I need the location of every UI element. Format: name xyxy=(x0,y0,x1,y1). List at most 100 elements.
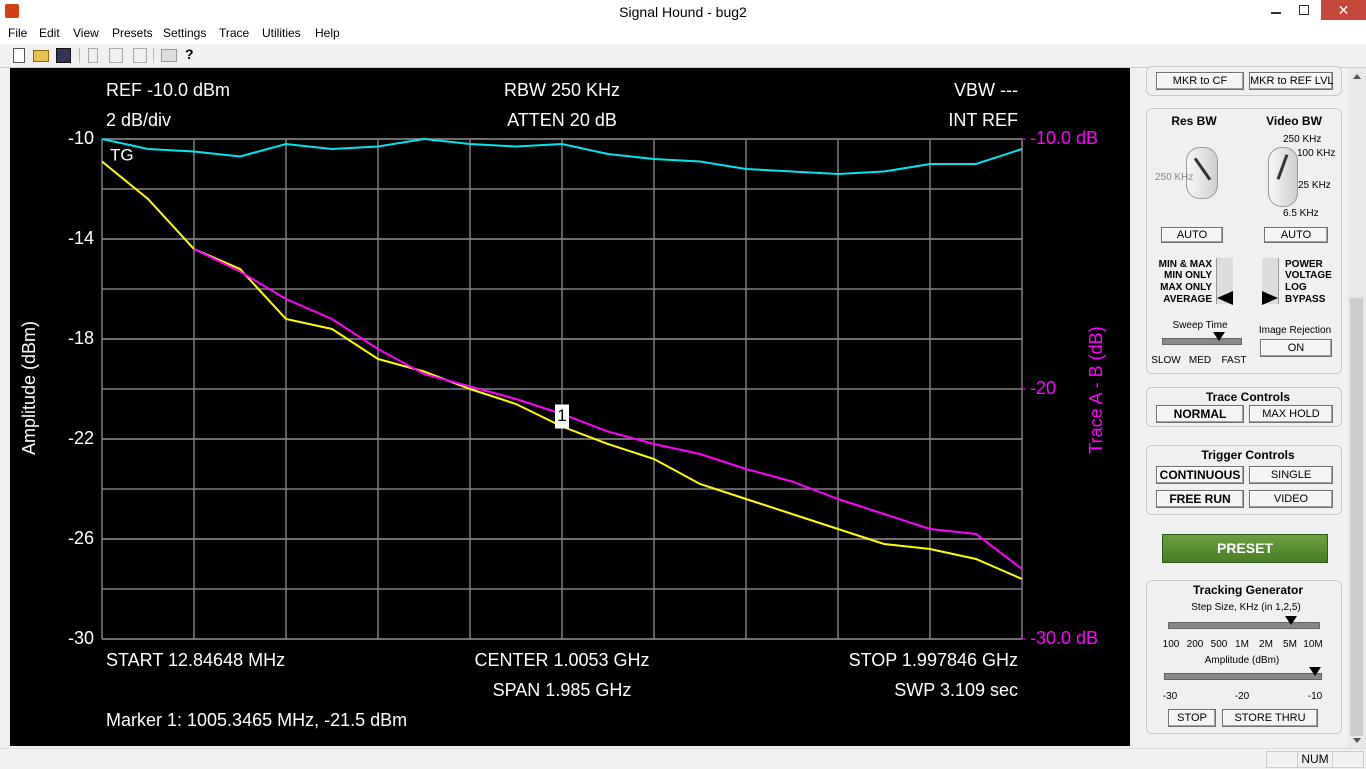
print-icon[interactable] xyxy=(161,49,177,62)
y-tick-label: -18 xyxy=(68,328,94,348)
y2-tick-label: -20 xyxy=(1030,378,1056,398)
continuous-button[interactable]: CONTINUOUS xyxy=(1156,466,1244,484)
tracking-generator-group xyxy=(1146,580,1342,734)
image-rejection-button[interactable]: ON xyxy=(1260,339,1332,357)
sweep-time-label: FAST xyxy=(1221,355,1247,366)
vbw: VBW --- xyxy=(954,80,1018,100)
app-icon xyxy=(5,4,19,18)
res-bw-auto-button[interactable]: AUTO xyxy=(1161,227,1223,243)
step-size-label: Step Size, KHz (in 1,2,5) xyxy=(1191,602,1301,613)
scrollbar[interactable] xyxy=(1348,68,1366,748)
center-freq: CENTER 1.0053 GHz xyxy=(474,650,649,670)
y-tick-label: -10 xyxy=(68,128,94,148)
y2-axis-label: Trace A - B (dB) xyxy=(1086,326,1106,453)
video-bw-label: 250 KHz xyxy=(1283,134,1322,145)
free-run-button[interactable]: FREE RUN xyxy=(1156,490,1244,508)
amplitude-label: Amplitude (dBm) xyxy=(1204,655,1280,666)
menu-item[interactable]: File xyxy=(8,26,28,40)
menu-item[interactable]: Settings xyxy=(163,26,207,40)
normal-button[interactable]: NORMAL xyxy=(1156,405,1244,423)
marker-label: 1 xyxy=(557,406,566,425)
y-axis-label: Amplitude (dBm) xyxy=(19,321,39,455)
step-size-slider[interactable] xyxy=(1168,616,1320,629)
units-option[interactable]: POWER xyxy=(1285,259,1323,270)
trigger-controls-title: Trigger Controls xyxy=(1201,448,1295,462)
single-button[interactable]: SINGLE xyxy=(1249,466,1333,484)
span: SPAN 1.985 GHz xyxy=(493,680,632,700)
detector-option[interactable]: MIN ONLY xyxy=(1164,270,1212,281)
detector-option[interactable]: AVERAGE xyxy=(1163,294,1212,305)
video-bw-label: 25 KHz xyxy=(1298,180,1331,191)
close-button[interactable]: ✕ xyxy=(1321,0,1366,20)
scale: 2 dB/div xyxy=(106,110,171,130)
detector-slider[interactable] xyxy=(1216,258,1233,305)
sweep-time: SWP 3.109 sec xyxy=(894,680,1018,700)
mkr-to-cf-button[interactable]: MKR to CF xyxy=(1156,72,1244,90)
res-bw-dial[interactable] xyxy=(1186,147,1218,199)
rbw: RBW 250 KHz xyxy=(504,80,620,100)
step-size-tick: 200 xyxy=(1186,639,1204,650)
trace xyxy=(101,137,1023,176)
image-rejection-title: Image Rejection xyxy=(1258,325,1332,336)
detector-option[interactable]: MAX ONLY xyxy=(1160,282,1212,293)
title-bar: Signal Hound - bug2 ✕ xyxy=(0,0,1366,22)
video-bw-dial[interactable] xyxy=(1268,147,1298,207)
step-size-tick: 500 xyxy=(1210,639,1228,650)
step-size-tick: 2M xyxy=(1259,639,1273,650)
video-button[interactable]: VIDEO xyxy=(1249,490,1333,508)
cut-icon[interactable] xyxy=(88,48,98,63)
video-bw-label: 6.5 KHz xyxy=(1283,208,1319,219)
menu-item[interactable]: Help xyxy=(315,26,340,40)
menu-item[interactable]: Edit xyxy=(39,26,60,40)
new-icon[interactable] xyxy=(13,48,25,63)
minimize-button[interactable] xyxy=(1262,0,1290,20)
amplitude-tick: -30 xyxy=(1162,691,1178,702)
paste-icon[interactable] xyxy=(133,48,147,63)
copy-icon[interactable] xyxy=(109,48,123,63)
step-size-tick: 5M xyxy=(1283,639,1297,650)
step-size-tick: 1M xyxy=(1235,639,1249,650)
step-size-tick: 10M xyxy=(1303,639,1323,650)
tracking-generator-title: Tracking Generator xyxy=(1192,583,1304,597)
store-thru-button[interactable]: STORE THRU xyxy=(1222,709,1318,727)
amplitude-slider[interactable] xyxy=(1164,667,1322,680)
units-option[interactable]: BYPASS xyxy=(1285,294,1326,305)
y-tick-label: -26 xyxy=(68,528,94,548)
units-option[interactable]: LOG xyxy=(1285,282,1307,293)
max-hold-button[interactable]: MAX HOLD xyxy=(1249,405,1333,423)
sweep-time-slider[interactable] xyxy=(1162,332,1242,345)
sweep-time-label: MED xyxy=(1188,355,1212,366)
preset-button[interactable]: PRESET xyxy=(1162,534,1328,563)
ref-source: INT REF xyxy=(948,110,1018,130)
y-tick-label: -14 xyxy=(68,228,94,248)
ref-level: REF -10.0 dBm xyxy=(106,80,230,100)
open-icon[interactable] xyxy=(33,50,49,62)
menu-item[interactable]: View xyxy=(73,26,99,40)
video-bw-auto-button[interactable]: AUTO xyxy=(1264,227,1328,243)
units-slider[interactable] xyxy=(1262,258,1279,305)
res-bw-dial-label: 250 KHz xyxy=(1155,172,1194,183)
stop-button[interactable]: STOP xyxy=(1168,709,1216,727)
restore-button[interactable] xyxy=(1290,0,1318,20)
num-lock-indicator: NUM xyxy=(1297,751,1333,768)
trace-controls-title: Trace Controls xyxy=(1205,390,1291,404)
menu-item[interactable]: Trace xyxy=(219,26,250,40)
save-icon[interactable] xyxy=(56,48,71,63)
video-bw-title: Video BW xyxy=(1266,114,1322,128)
menu-item[interactable]: Utilities xyxy=(262,26,301,40)
units-option[interactable]: VOLTAGE xyxy=(1285,270,1332,281)
y-tick-label: -22 xyxy=(68,428,94,448)
sweep-time-title: Sweep Time xyxy=(1172,320,1228,331)
detector-option[interactable]: MIN & MAX xyxy=(1158,259,1212,270)
y2-tick-label: -10.0 dB xyxy=(1030,128,1098,148)
toolbar: ? xyxy=(0,44,1366,68)
status-pane xyxy=(1266,751,1298,768)
attenuation: ATTEN 20 dB xyxy=(507,110,617,130)
amplitude-tick: -20 xyxy=(1234,691,1250,702)
marker-readout: Marker 1: 1005.3465 MHz, -21.5 dBm xyxy=(106,710,407,730)
menu-item[interactable]: Presets xyxy=(112,26,153,40)
status-pane xyxy=(1332,751,1364,768)
help-icon[interactable]: ? xyxy=(185,46,194,62)
mkr-to-ref-button[interactable]: MKR to REF LVL xyxy=(1249,72,1334,90)
